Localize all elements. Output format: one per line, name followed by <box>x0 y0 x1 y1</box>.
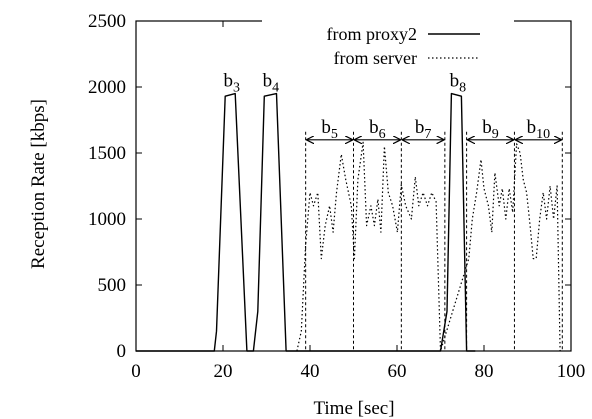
legend: from proxy2 from server <box>262 18 514 72</box>
y-tick-label: 1000 <box>88 209 126 230</box>
data-series <box>136 92 561 352</box>
legend-label-proxy2: from proxy2 <box>327 24 417 44</box>
peak-label: b4 <box>263 71 280 96</box>
x-tick-label: 60 <box>388 361 407 382</box>
x-tick-label: 80 <box>475 361 494 382</box>
peak-label: b3 <box>223 71 240 96</box>
legend-label-server: from server <box>334 48 417 68</box>
segment-span-label: b6 <box>369 117 386 142</box>
y-tick-label: 2000 <box>88 77 126 98</box>
y-tick-label: 1500 <box>88 143 126 164</box>
y-tick-label: 500 <box>98 275 127 296</box>
y-tick-label: 2500 <box>88 11 126 32</box>
x-axis-label: Time [sec] <box>313 398 394 419</box>
series-line-server <box>296 141 561 352</box>
x-tick-label: 0 <box>131 361 141 382</box>
y-axis-label: Reception Rate [kbps] <box>28 99 49 269</box>
segment-span-label: b7 <box>415 117 432 142</box>
segment-span-label: b10 <box>527 117 551 142</box>
peak-label: b8 <box>450 71 467 96</box>
x-tick-label: 40 <box>301 361 320 382</box>
segment-span-label: b9 <box>482 117 499 142</box>
x-tick-label: 20 <box>214 361 233 382</box>
annotations: b5 b6 b7 b9 b10 b3 b4 b8 <box>223 71 563 351</box>
x-tick-label: 100 <box>557 361 586 382</box>
legend-box-mask <box>262 18 514 72</box>
y-tick-label: 0 <box>117 341 127 362</box>
series-line-proxy2 <box>136 92 476 352</box>
segment-span-label: b5 <box>321 117 338 142</box>
